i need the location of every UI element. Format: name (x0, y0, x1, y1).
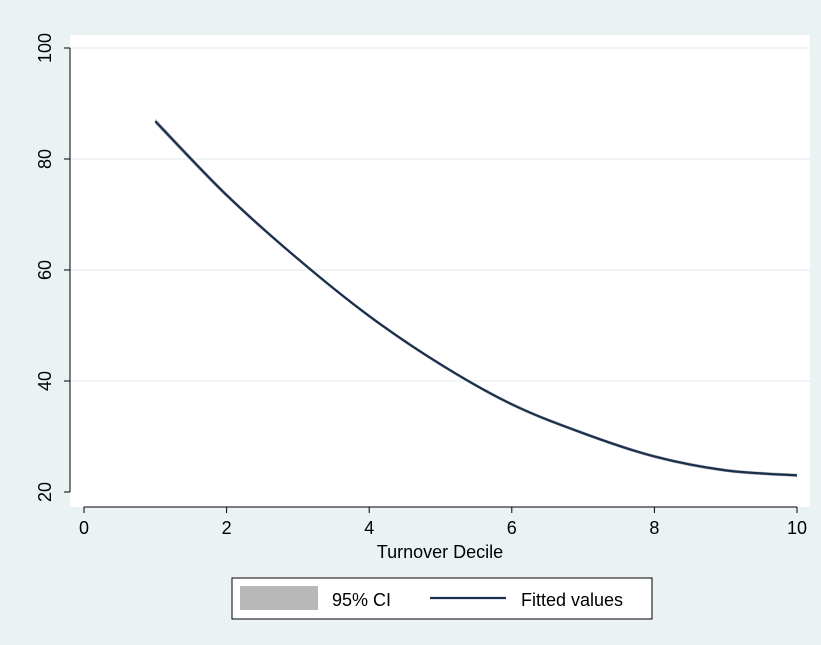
y-tick-label: 80 (35, 149, 55, 169)
y-tick-label: 40 (35, 371, 55, 391)
y-tick-label: 20 (35, 482, 55, 502)
x-tick-label: 6 (507, 518, 517, 538)
fitted-line (154, 120, 798, 477)
fitted-line-layer (154, 120, 798, 477)
axes: 20 40 60 80 100 0 2 4 6 8 10 (35, 33, 807, 538)
x-tick-label: 2 (222, 518, 232, 538)
x-tick-label: 0 (79, 518, 89, 538)
y-tick-label: 100 (35, 33, 55, 63)
x-tick-label: 8 (649, 518, 659, 538)
x-axis-label: Turnover Decile (377, 542, 503, 562)
legend-swatch-ci (240, 586, 318, 610)
plot-area (70, 35, 810, 507)
y-tick-label: 60 (35, 260, 55, 280)
x-tick-label: 4 (364, 518, 374, 538)
legend: 95% CI Fitted values (231, 577, 653, 620)
x-tick-label: 10 (787, 518, 807, 538)
legend-label-ci: 95% CI (332, 590, 391, 610)
legend-label-fitted: Fitted values (521, 590, 623, 610)
